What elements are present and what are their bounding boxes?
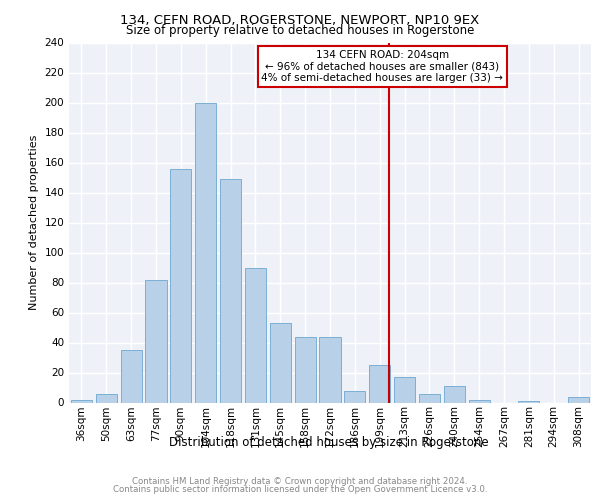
Bar [344,390,365,402]
Bar [394,377,415,402]
Bar [270,323,291,402]
Bar [369,365,390,403]
Bar [121,350,142,403]
Bar [295,336,316,402]
Text: Distribution of detached houses by size in Rogerstone: Distribution of detached houses by size … [169,436,488,449]
Bar [195,102,216,403]
Bar [568,396,589,402]
Bar [96,394,117,402]
Bar [469,400,490,402]
Text: Contains public sector information licensed under the Open Government Licence v3: Contains public sector information licen… [113,484,487,494]
Text: 134, CEFN ROAD, ROGERSTONE, NEWPORT, NP10 9EX: 134, CEFN ROAD, ROGERSTONE, NEWPORT, NP1… [121,14,479,27]
Bar [319,336,341,402]
Text: Size of property relative to detached houses in Rogerstone: Size of property relative to detached ho… [126,24,474,37]
Bar [245,268,266,402]
Bar [419,394,440,402]
Bar [71,400,92,402]
Text: 134 CEFN ROAD: 204sqm
← 96% of detached houses are smaller (843)
4% of semi-deta: 134 CEFN ROAD: 204sqm ← 96% of detached … [262,50,503,83]
Y-axis label: Number of detached properties: Number of detached properties [29,135,39,310]
Text: Contains HM Land Registry data © Crown copyright and database right 2024.: Contains HM Land Registry data © Crown c… [132,477,468,486]
Bar [444,386,465,402]
Bar [220,179,241,402]
Bar [170,168,191,402]
Bar [145,280,167,402]
Bar [518,401,539,402]
